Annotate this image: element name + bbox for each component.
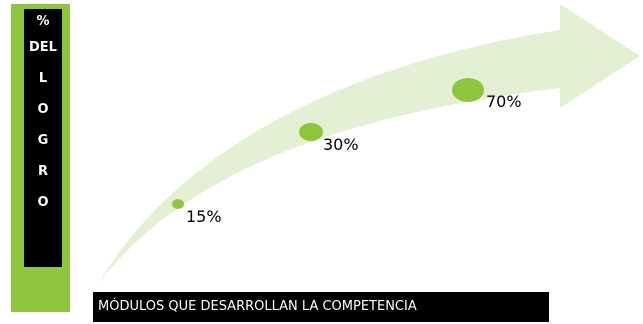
milestone-dot	[172, 199, 184, 209]
milestone-dot	[299, 123, 323, 141]
y-axis-label-line: O	[37, 195, 49, 210]
y-axis-label-line: R	[37, 164, 48, 179]
milestone-dot	[452, 78, 484, 102]
milestone-label: 30%	[323, 135, 359, 154]
y-axis-label-line: L	[38, 71, 48, 86]
y-axis-label-line: DEL	[29, 40, 57, 55]
y-axis-label-line: G	[37, 133, 49, 148]
milestone-group: 15% 30% 70%	[172, 78, 522, 226]
y-axis-label-line: %	[36, 14, 50, 29]
growth-arrow	[98, 4, 640, 284]
x-axis-label: MÓDULOS QUE DESARROLLAN LA COMPETENCIA	[93, 292, 549, 322]
milestone-label: 70%	[486, 92, 522, 111]
y-axis-label-line: O	[37, 102, 49, 117]
milestone-label: 15%	[186, 207, 222, 226]
y-axis-label: % DEL L O G R O	[24, 9, 62, 267]
